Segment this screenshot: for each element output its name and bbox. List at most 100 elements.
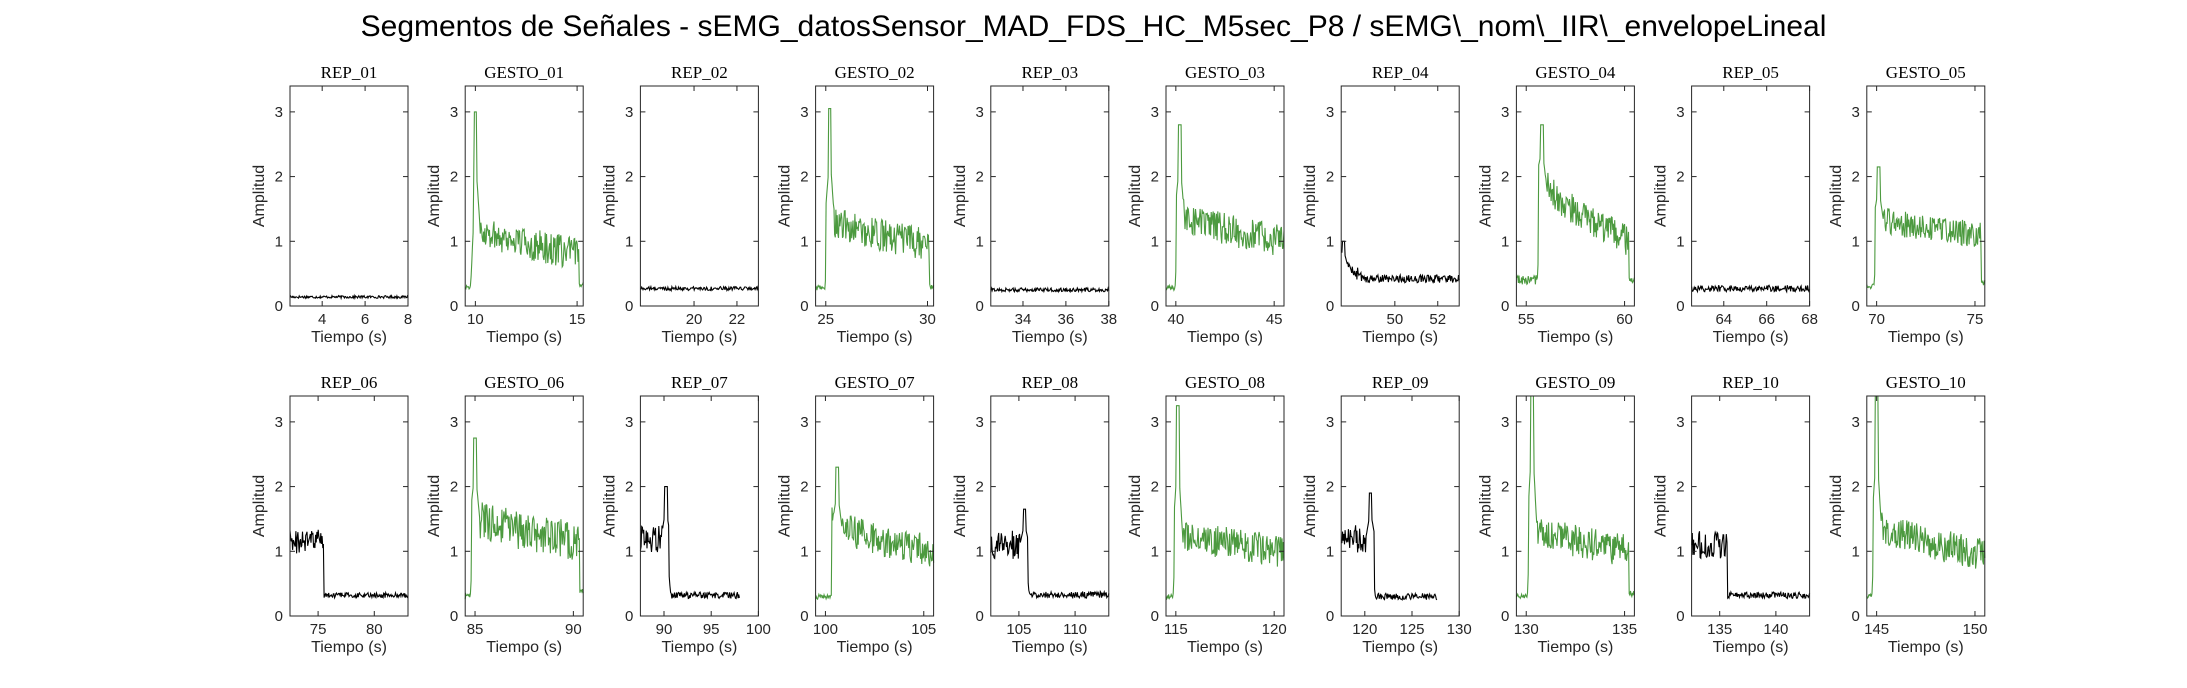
y-tick-label: 0 xyxy=(450,608,458,625)
x-axis-label: Tiempo (s) xyxy=(1187,329,1263,346)
subplot-title: GESTO_01 xyxy=(484,63,564,82)
y-tick-label: 0 xyxy=(800,608,808,625)
y-axis-label: Amplitud xyxy=(601,475,618,537)
y-tick-label: 0 xyxy=(1676,608,1684,625)
axes-box xyxy=(639,395,759,617)
signal-series xyxy=(1691,284,1811,294)
y-tick-label: 0 xyxy=(975,608,983,625)
axes-box xyxy=(990,395,1110,617)
figure-title: Segmentos de Señales - sEMG_datosSensor_… xyxy=(360,10,1827,43)
y-tick-label: 2 xyxy=(800,479,808,496)
y-tick-label: 3 xyxy=(1676,104,1684,121)
axes-box xyxy=(1515,85,1635,307)
y-tick-label: 2 xyxy=(1151,169,1159,186)
subplot-title: REP_05 xyxy=(1722,63,1779,82)
y-tick-label: 3 xyxy=(1326,104,1334,121)
x-axis-label: Tiempo (s) xyxy=(1888,329,1964,346)
x-tick-label: 140 xyxy=(1763,621,1788,638)
x-tick-label: 100 xyxy=(813,621,838,638)
y-tick-label: 2 xyxy=(1151,479,1159,496)
y-tick-label: 1 xyxy=(1151,543,1159,560)
y-tick-label: 1 xyxy=(625,543,633,560)
x-axis-label: Tiempo (s) xyxy=(1362,639,1438,656)
y-tick-label: 3 xyxy=(800,414,808,431)
signal-series xyxy=(289,529,409,600)
y-tick-label: 2 xyxy=(1676,169,1684,186)
signal-series xyxy=(990,286,1110,294)
x-tick-label: 40 xyxy=(1167,311,1184,328)
x-tick-label: 120 xyxy=(1262,621,1287,638)
x-axis-label: Tiempo (s) xyxy=(1537,329,1613,346)
x-tick-label: 50 xyxy=(1386,311,1403,328)
x-axis-label: Tiempo (s) xyxy=(1888,639,1964,656)
signal-series xyxy=(815,108,935,291)
y-tick-label: 3 xyxy=(975,104,983,121)
y-tick-label: 1 xyxy=(1151,233,1159,250)
y-tick-label: 1 xyxy=(275,543,283,560)
signal-series xyxy=(640,284,759,293)
y-tick-label: 3 xyxy=(1676,414,1684,431)
y-axis-label: Amplitud xyxy=(1828,165,1845,227)
signal-series xyxy=(1341,492,1438,601)
y-tick-label: 3 xyxy=(625,414,633,431)
signal-series xyxy=(639,486,740,600)
x-axis-label: Tiempo (s) xyxy=(1713,329,1789,346)
x-axis-label: Tiempo (s) xyxy=(661,329,737,346)
axes-box xyxy=(1340,85,1460,307)
y-tick-label: 2 xyxy=(1326,479,1334,496)
y-tick-label: 3 xyxy=(1501,414,1509,431)
y-axis-label: Amplitud xyxy=(1653,475,1670,537)
x-tick-label: 110 xyxy=(1063,621,1087,638)
axes-box xyxy=(289,85,409,307)
y-axis-label: Amplitud xyxy=(777,165,794,227)
y-tick-label: 1 xyxy=(625,233,633,250)
x-tick-label: 105 xyxy=(1006,621,1031,638)
subplot-title: REP_04 xyxy=(1372,63,1429,82)
y-tick-label: 2 xyxy=(275,169,283,186)
x-axis-label: Tiempo (s) xyxy=(311,329,387,346)
subplot-title: GESTO_09 xyxy=(1535,373,1615,392)
y-tick-label: 1 xyxy=(1851,543,1859,560)
x-tick-label: 95 xyxy=(703,621,720,638)
y-tick-label: 3 xyxy=(275,104,283,121)
signal-series xyxy=(1515,395,1635,600)
y-axis-label: Amplitud xyxy=(426,165,443,227)
y-tick-label: 3 xyxy=(1151,414,1159,431)
y-tick-label: 0 xyxy=(975,298,983,315)
x-tick-label: 70 xyxy=(1868,311,1885,328)
x-axis-label: Tiempo (s) xyxy=(1012,329,1088,346)
y-tick-label: 2 xyxy=(975,169,983,186)
subplot: REP_07 0 1 2 3 90 95 100 Tiempo (s) Amplitud xyxy=(601,373,771,656)
y-tick-label: 3 xyxy=(1851,414,1859,431)
axes-box xyxy=(1340,395,1460,617)
y-tick-label: 2 xyxy=(1676,479,1684,496)
signal-series xyxy=(815,466,935,601)
x-tick-label: 80 xyxy=(366,621,383,638)
y-tick-label: 2 xyxy=(1851,479,1859,496)
signal-series xyxy=(1866,166,1986,290)
x-axis-label: Tiempo (s) xyxy=(837,329,913,346)
x-tick-label: 38 xyxy=(1100,311,1117,328)
y-axis-label: Amplitud xyxy=(251,165,268,227)
subplot-title: GESTO_04 xyxy=(1535,63,1615,82)
subplot: GESTO_01 0 1 2 3 10 15 Tiempo (s) Amplitud xyxy=(426,63,585,346)
y-tick-label: 3 xyxy=(800,104,808,121)
axes-box xyxy=(1165,85,1285,307)
signal-series xyxy=(1691,530,1811,600)
axes-box xyxy=(815,395,935,617)
axes-box xyxy=(464,395,584,617)
y-tick-label: 1 xyxy=(1326,543,1334,560)
subplot-title: REP_06 xyxy=(321,373,378,392)
y-axis-label: Amplitud xyxy=(1127,475,1144,537)
x-axis-label: Tiempo (s) xyxy=(1537,639,1613,656)
x-tick-label: 30 xyxy=(919,311,936,328)
x-tick-label: 60 xyxy=(1616,311,1633,328)
signal-series xyxy=(1515,124,1635,286)
y-tick-label: 3 xyxy=(450,414,458,431)
x-tick-label: 105 xyxy=(911,621,936,638)
